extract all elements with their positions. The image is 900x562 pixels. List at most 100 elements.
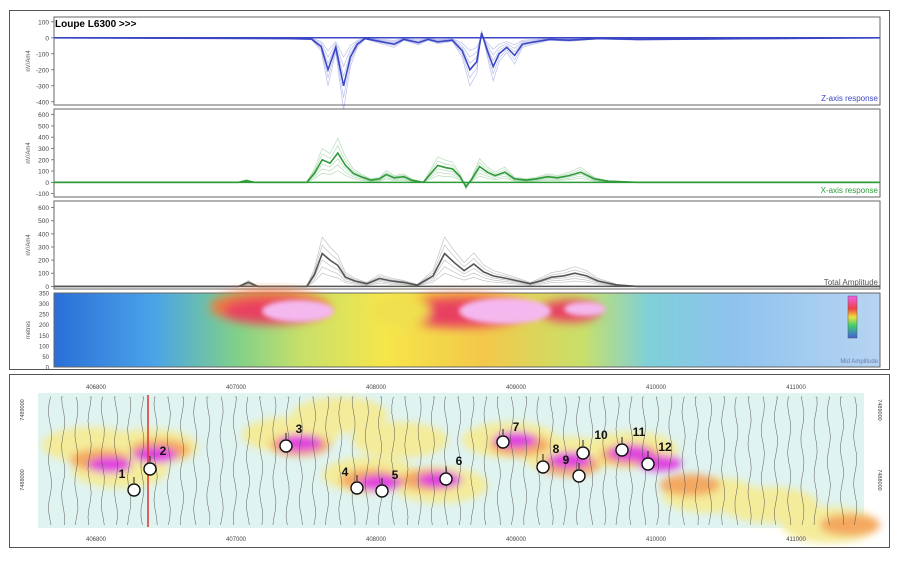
map-flight-line bbox=[404, 396, 409, 526]
map-marker-4 bbox=[350, 481, 364, 495]
map-flight-line bbox=[470, 396, 475, 526]
map-marker-2 bbox=[143, 462, 157, 476]
map-flight-line bbox=[298, 396, 303, 526]
map-marker-label: 12 bbox=[658, 440, 672, 454]
panel-0-ytick-label: 100 bbox=[38, 19, 49, 26]
panel-2-ytick-label: 500 bbox=[38, 218, 49, 225]
panel-2-ytick-label: 300 bbox=[38, 244, 49, 251]
map-flight-line bbox=[206, 396, 211, 526]
map-flight-line bbox=[180, 396, 184, 526]
section-ylabel: metres bbox=[26, 321, 32, 339]
map-marker-11 bbox=[615, 443, 629, 457]
map-flight-line bbox=[747, 396, 752, 526]
map-flight-line bbox=[787, 396, 792, 526]
map-marker-5 bbox=[375, 484, 389, 498]
map-flight-line bbox=[668, 396, 673, 526]
map-marker-label: 6 bbox=[456, 454, 463, 468]
panel-0-envelope-line bbox=[53, 33, 881, 68]
profile-chart: 100 0 -100 -200 -300 -400 nV/Am4 Z-axis respons… bbox=[26, 16, 881, 369]
panel-0-ytick-label: -300 bbox=[36, 83, 49, 90]
map-flight-line bbox=[219, 396, 224, 526]
map-marker-6 bbox=[439, 472, 453, 486]
map-flight-line bbox=[166, 396, 171, 526]
panel-2-envelope-line bbox=[54, 272, 880, 287]
panel-0-ytick-label: 0 bbox=[45, 35, 49, 42]
map-xtick-bottom-label: 406800 bbox=[86, 537, 107, 543]
map-ytick-left-label: 7488000 bbox=[20, 469, 26, 490]
panel-0-envelope-line bbox=[53, 30, 881, 110]
map-xtick-top-label: 406800 bbox=[86, 385, 107, 391]
map-xtick-top-label: 408000 bbox=[366, 385, 387, 391]
panel-0-series-line bbox=[53, 32, 881, 86]
map-flight-line bbox=[813, 396, 818, 526]
profile-title: Loupe L6300 >>> bbox=[55, 19, 137, 30]
panel-2-frame bbox=[53, 200, 881, 290]
map-mid bbox=[820, 514, 880, 536]
map-flight-line bbox=[259, 396, 264, 526]
map-marker-label: 4 bbox=[342, 465, 349, 479]
map-flight-line bbox=[840, 396, 844, 525]
map-flight-line bbox=[153, 396, 158, 526]
panel-1-envelope-line bbox=[54, 158, 880, 187]
map-xtick-top-label: 409000 bbox=[506, 385, 527, 391]
map-flight-line bbox=[774, 396, 778, 526]
map-flight-line bbox=[325, 396, 330, 526]
map-xtick-top-label: 407000 bbox=[226, 385, 247, 391]
panel-1-series-line bbox=[54, 151, 880, 189]
panel-1-ytick-label: 500 bbox=[38, 123, 49, 130]
panel-0-envelope-line bbox=[53, 35, 881, 58]
map-flight-line bbox=[497, 396, 501, 526]
map-marker-label: 7 bbox=[513, 420, 520, 434]
map-flight-line bbox=[272, 396, 277, 526]
section-legend-label: Mid Amplitude bbox=[840, 359, 878, 365]
map-xtick-bottom-label: 407000 bbox=[226, 537, 247, 543]
map-marker-label: 8 bbox=[553, 442, 560, 456]
map-xtick-bottom-label: 409000 bbox=[506, 537, 527, 543]
map-marker-8 bbox=[536, 460, 550, 474]
map-core bbox=[88, 457, 132, 473]
panel-1-ytick-label: 600 bbox=[38, 112, 49, 119]
map-flight-line bbox=[734, 396, 739, 526]
section-ytick-label: 100 bbox=[39, 344, 50, 350]
map-flight-line bbox=[457, 396, 461, 526]
panel-1-ylabel: nV/Am4 bbox=[26, 142, 32, 164]
panel-0-ytick-label: -100 bbox=[36, 51, 49, 58]
map-xtick-bottom-label: 410000 bbox=[646, 537, 667, 543]
map-flight-line bbox=[338, 396, 343, 526]
panel-2-series-line bbox=[54, 252, 880, 288]
map-flight-lines bbox=[48, 396, 858, 526]
map-marker-label: 5 bbox=[392, 468, 399, 482]
map-marker-label: 2 bbox=[160, 444, 167, 458]
map-flight-line bbox=[642, 396, 646, 526]
map-flight-line bbox=[615, 396, 620, 526]
map-flight-line bbox=[430, 396, 435, 526]
map-marker-label: 1 bbox=[119, 467, 126, 481]
panel-2-ytick-label: 200 bbox=[38, 258, 49, 265]
map-marker-1 bbox=[127, 483, 141, 497]
panel-1-ytick-label: 200 bbox=[38, 157, 49, 164]
map-xtick-top-label: 410000 bbox=[646, 385, 667, 391]
map-flight-line bbox=[364, 396, 369, 526]
map-marker-3 bbox=[279, 439, 293, 453]
map-marker-12 bbox=[641, 457, 655, 471]
panel-0-ytick-label: -200 bbox=[36, 67, 49, 74]
section-anomaly-core bbox=[262, 300, 334, 322]
panel-1-ytick-label: 0 bbox=[45, 180, 49, 187]
section-ytick-label: 250 bbox=[39, 313, 50, 319]
map-flight-line bbox=[523, 396, 527, 526]
panel-2-ytick-label: 100 bbox=[38, 271, 49, 278]
map-flight-line bbox=[74, 396, 79, 526]
map-xtick-bottom-label: 411000 bbox=[786, 537, 806, 543]
map-flight-line bbox=[444, 396, 448, 526]
map-marker-label: 9 bbox=[563, 453, 570, 467]
map-flight-line bbox=[246, 396, 250, 526]
section-ytick-label: 200 bbox=[39, 323, 50, 329]
profile-frame: 100 0 -100 -200 -300 -400 nV/Am4 Z-axis respons… bbox=[9, 10, 890, 370]
panel-2-ytick-label: 400 bbox=[38, 231, 49, 238]
section-ytick-label: 50 bbox=[42, 355, 49, 361]
map-mid bbox=[660, 474, 720, 496]
map-flight-line bbox=[312, 396, 316, 526]
map-flight-line bbox=[87, 396, 92, 526]
panel-2-envelope-line bbox=[54, 244, 880, 287]
map-flight-line bbox=[510, 396, 514, 526]
